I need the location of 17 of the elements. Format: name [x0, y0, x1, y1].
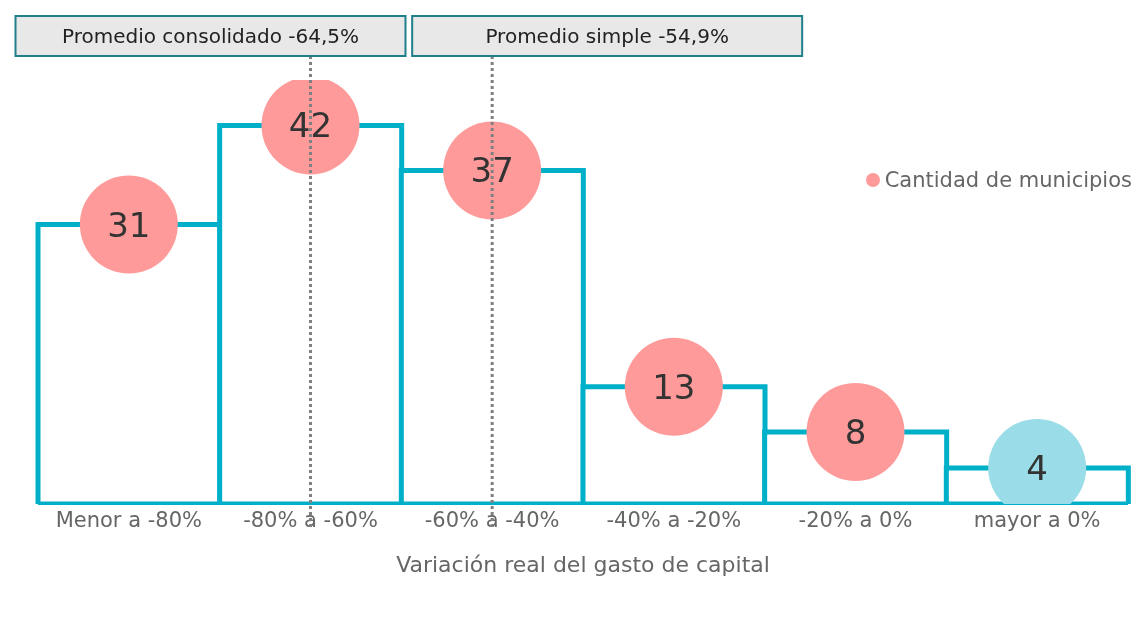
legend-label: Cantidad de municipios — [884, 168, 1132, 192]
data-label: 31 — [107, 204, 151, 245]
x-tick-label: mayor a 0% — [973, 507, 1101, 532]
data-label: 13 — [652, 366, 696, 407]
data-label: 42 — [288, 105, 333, 146]
point — [443, 121, 542, 220]
point — [624, 337, 723, 436]
x-tick-label: -20% a 0% — [798, 507, 913, 532]
x-axis-title: Variación real del gasto de capital — [396, 552, 770, 577]
point — [79, 175, 178, 274]
data-label: 8 — [844, 411, 867, 452]
point — [806, 382, 905, 481]
x-tick-label: Menor a -80% — [55, 507, 202, 532]
data-label: 37 — [470, 150, 514, 191]
data-label: 4 — [1026, 447, 1048, 488]
x-tick-label: -40% a -20% — [606, 507, 742, 532]
text: Promedio simple -54,9% — [485, 24, 729, 48]
